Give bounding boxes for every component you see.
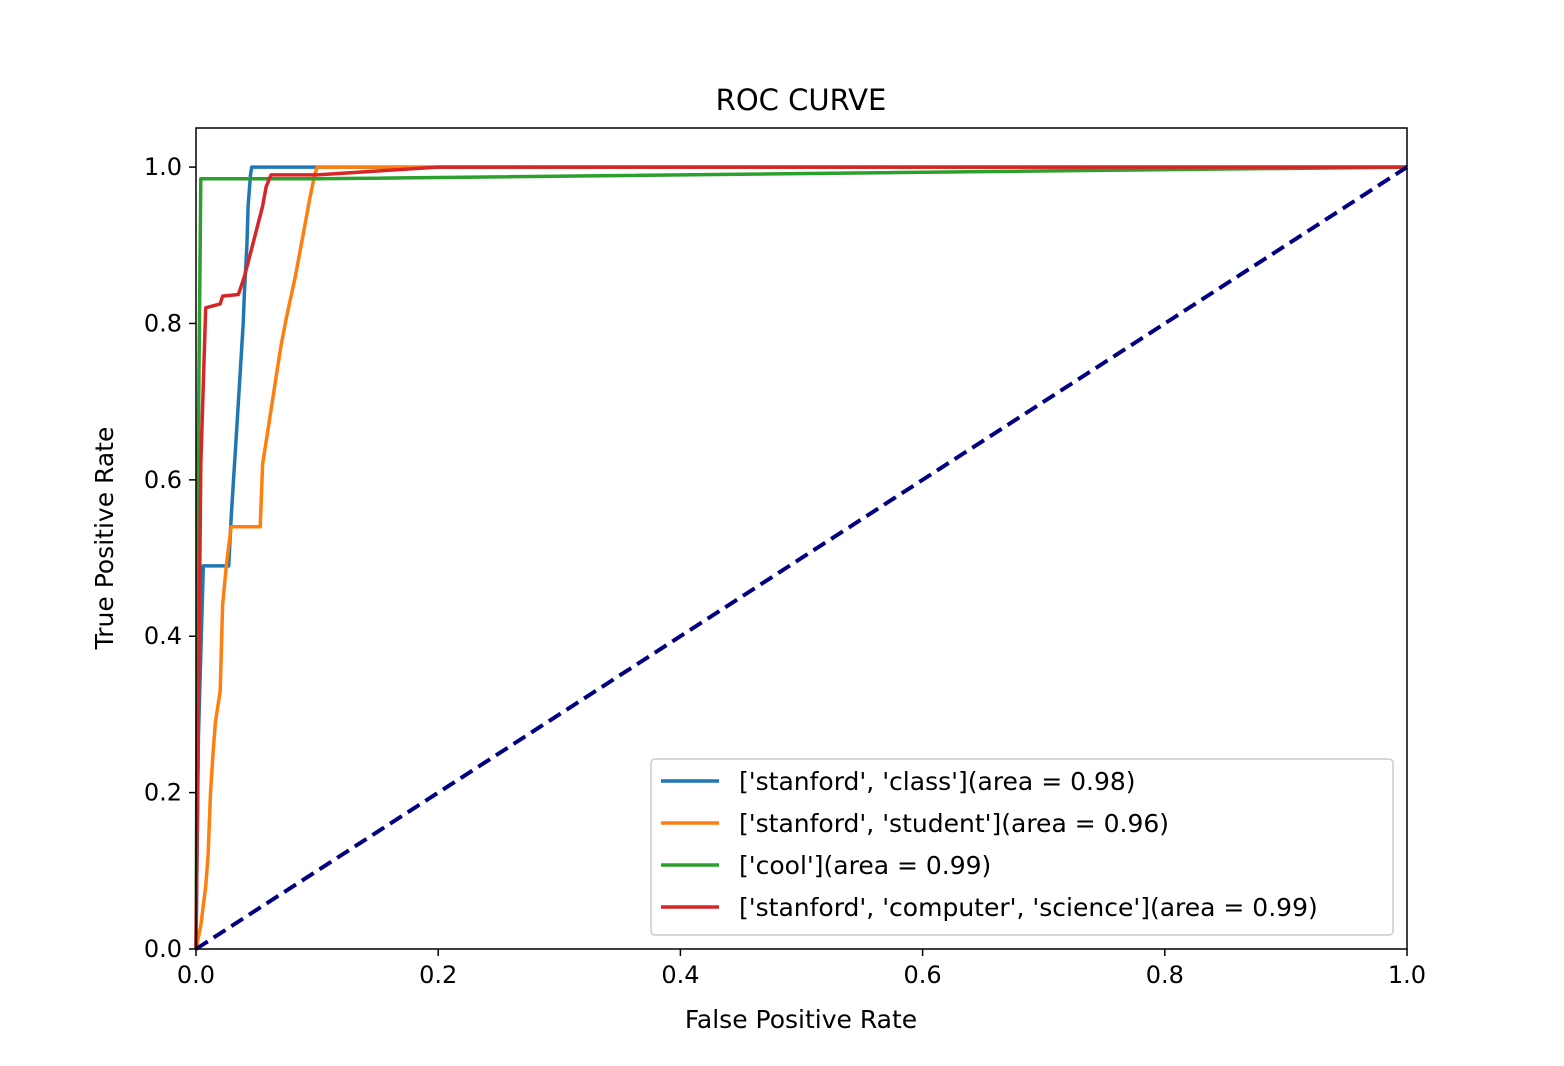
legend: ['stanford', 'class'](area = 0.98) ['stan…	[650, 758, 1394, 936]
y-tick-label: 1.0	[144, 153, 182, 181]
diagonal-reference-line	[194, 165, 1409, 951]
x-tick-label: 1.0	[1388, 961, 1426, 989]
series-line-0	[194, 165, 1407, 950]
legend-label: ['stanford', 'student'](area = 0.96)	[739, 809, 1169, 838]
x-tick-label: 0.6	[904, 961, 942, 989]
chart-title: ROC CURVE	[716, 83, 887, 117]
y-tick-label: 0.2	[144, 779, 182, 807]
x-axis-label: False Positive Rate	[685, 1005, 917, 1034]
legend-label: ['cool'](area = 0.99)	[739, 851, 991, 880]
plot-lines	[194, 165, 1409, 951]
x-tick-label: 0.4	[661, 961, 699, 989]
y-axis-label: True Positive Rate	[90, 427, 119, 651]
y-tick-label: 0.8	[144, 309, 182, 337]
plot-frame	[195, 127, 1408, 950]
series-line-1	[194, 165, 1407, 950]
x-tick-label: 0.2	[419, 961, 457, 989]
axis-ticks: 0.0 0.2 0.4 0.6 0.8 1.0 0.0 0.2 0.4 0.6 0.8 1.0	[144, 153, 1426, 989]
legend-label: ['stanford', 'class'](area = 0.98)	[739, 767, 1136, 796]
legend-label: ['stanford', 'computer', 'science'](area…	[739, 893, 1318, 922]
y-tick-label: 0.0	[144, 935, 182, 963]
y-tick-label: 0.4	[144, 622, 182, 650]
x-tick-label: 0.0	[177, 961, 215, 989]
series-line-2	[194, 165, 1408, 950]
legend-box	[650, 758, 1394, 936]
series-line-3	[194, 165, 1407, 950]
y-tick-label: 0.6	[144, 466, 182, 494]
x-tick-label: 0.8	[1146, 961, 1184, 989]
